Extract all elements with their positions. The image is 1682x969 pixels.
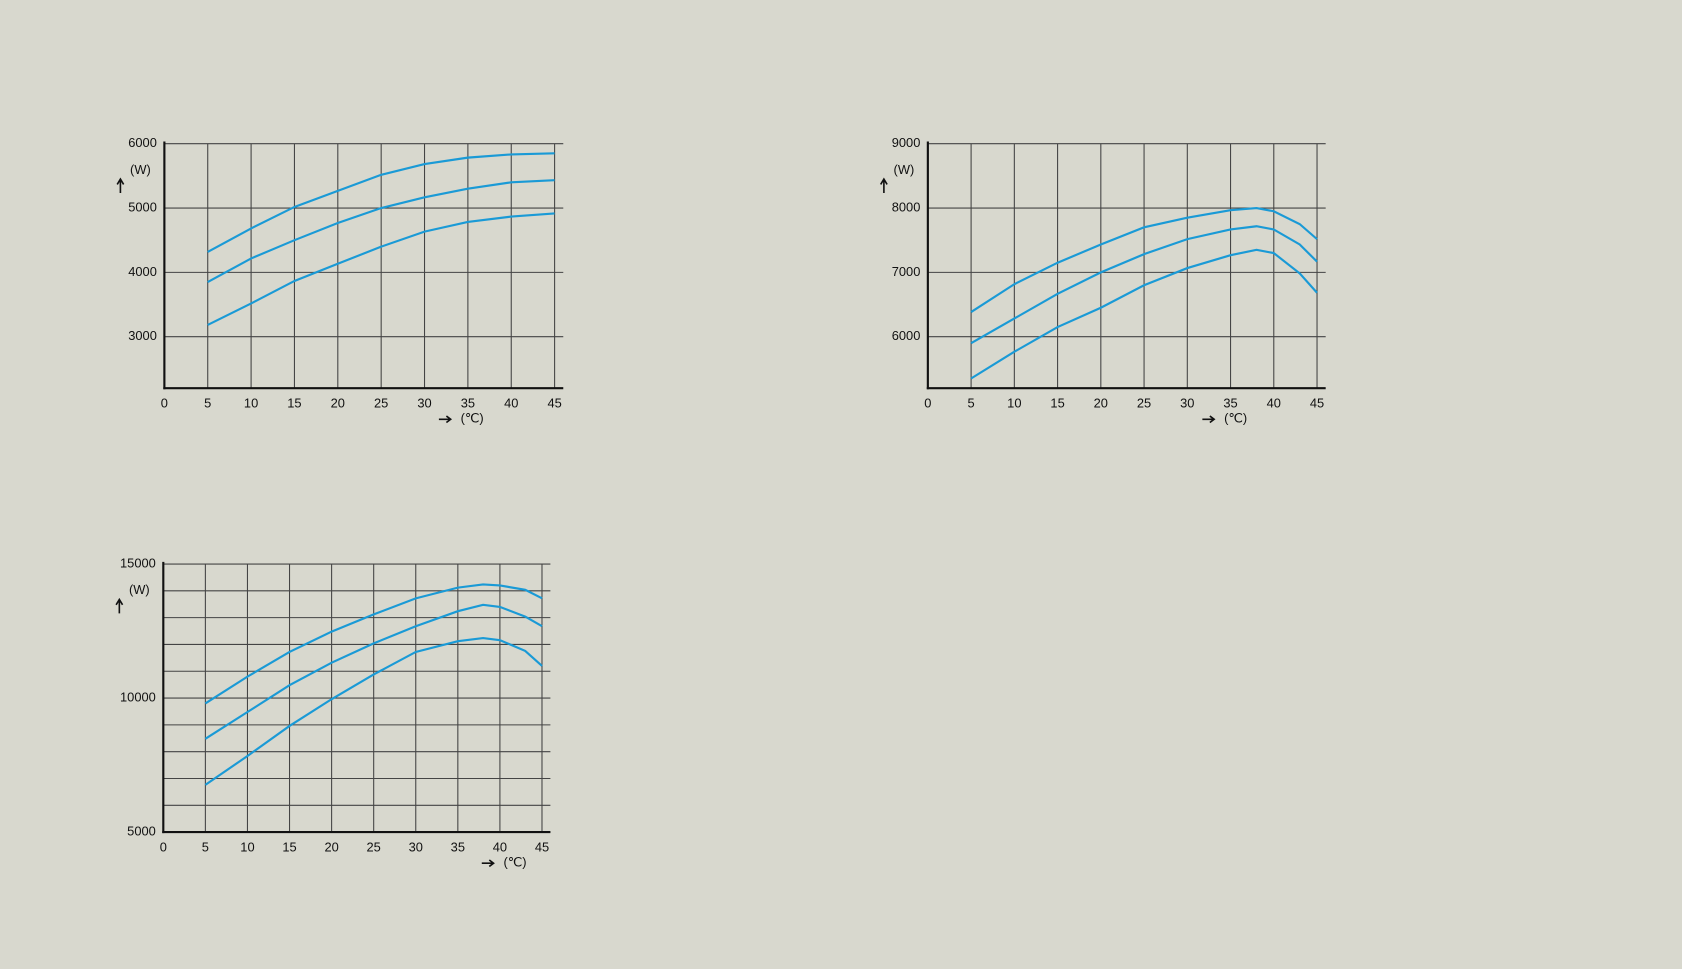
x-arrow <box>481 859 495 868</box>
y-tick-label: 9000 <box>892 135 921 150</box>
data-line <box>204 603 543 740</box>
x-tick-label: 20 <box>324 840 338 855</box>
y-tick-label: 6000 <box>128 135 157 150</box>
x-arrow <box>438 415 453 424</box>
data-line <box>970 225 1318 345</box>
y-axis-label: (W) <box>130 162 151 177</box>
x-tick-label: 10 <box>1007 396 1021 411</box>
y-tick-label: 6000 <box>892 328 921 343</box>
x-tick-label: 25 <box>374 396 388 411</box>
x-tick-label: 0 <box>160 840 167 855</box>
data-line <box>204 583 543 705</box>
x-tick-label: 30 <box>417 396 431 411</box>
x-tick-label: 20 <box>1094 396 1108 411</box>
y-tick-label: 3000 <box>128 328 157 343</box>
x-axis-label: (℃) <box>461 411 484 426</box>
x-tick-label: 10 <box>240 840 254 855</box>
x-tick-label: 20 <box>331 396 345 411</box>
x-tick-label: 5 <box>202 840 209 855</box>
x-tick-label: 45 <box>1310 396 1324 411</box>
y-tick-label: 4000 <box>128 264 157 279</box>
x-tick-label: 15 <box>1050 396 1064 411</box>
x-tick-label: 30 <box>409 840 423 855</box>
y-arrow <box>879 177 888 194</box>
x-tick-label: 0 <box>161 396 168 411</box>
y-arrow <box>115 597 124 614</box>
x-tick-label: 35 <box>1223 396 1237 411</box>
y-tick-label: 15000 <box>120 555 156 570</box>
y-tick-label: 10000 <box>120 689 156 704</box>
data-line <box>970 248 1318 380</box>
x-tick-label: 40 <box>493 840 507 855</box>
x-tick-label: 45 <box>547 396 561 411</box>
data-line <box>970 206 1318 313</box>
x-tick-label: 5 <box>968 396 975 411</box>
data-line <box>207 152 555 253</box>
y-tick-label: 5000 <box>128 199 157 214</box>
x-tick-label: 40 <box>1267 396 1281 411</box>
y-axis-label: (W) <box>129 582 150 597</box>
x-tick-label: 45 <box>535 840 549 855</box>
x-tick-label: 30 <box>1180 396 1194 411</box>
x-tick-label: 35 <box>461 396 475 411</box>
y-tick-label: 7000 <box>892 264 921 279</box>
x-tick-label: 25 <box>367 840 381 855</box>
x-tick-label: 25 <box>1137 396 1151 411</box>
x-tick-label: 15 <box>287 396 301 411</box>
y-arrow <box>116 177 125 194</box>
x-axis-label: (℃) <box>1224 411 1247 426</box>
data-line <box>207 179 555 283</box>
x-tick-label: 5 <box>204 396 211 411</box>
data-line <box>207 212 555 326</box>
x-tick-label: 15 <box>282 840 296 855</box>
x-tick-label: 10 <box>244 396 258 411</box>
x-tick-label: 0 <box>924 396 931 411</box>
x-tick-label: 40 <box>504 396 518 411</box>
y-tick-label: 5000 <box>127 823 156 838</box>
x-arrow <box>1202 415 1216 424</box>
y-axis-label: (W) <box>894 162 915 177</box>
data-line <box>204 636 543 786</box>
x-axis-label: (℃) <box>504 855 527 870</box>
y-tick-label: 8000 <box>892 199 921 214</box>
x-tick-label: 35 <box>451 840 465 855</box>
